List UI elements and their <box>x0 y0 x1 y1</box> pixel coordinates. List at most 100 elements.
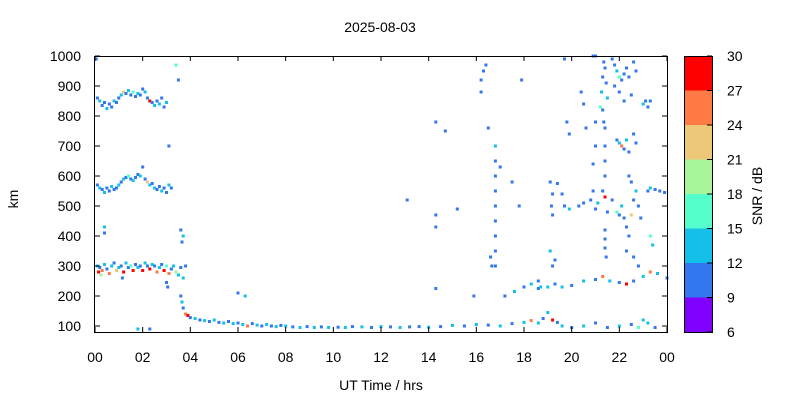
data-point <box>153 186 157 190</box>
data-point <box>176 273 180 277</box>
data-point <box>136 173 140 176</box>
data-point <box>172 264 176 268</box>
data-point <box>567 132 571 136</box>
data-point <box>417 325 421 329</box>
data-point <box>553 258 557 262</box>
data-point <box>648 99 652 103</box>
data-point <box>98 186 102 190</box>
data-point <box>97 270 101 274</box>
y-tick-label: 400 <box>58 228 82 244</box>
data-point <box>126 266 130 269</box>
data-point <box>615 69 619 73</box>
x-tick-label: 04 <box>183 349 199 365</box>
data-point <box>549 204 553 208</box>
data-point <box>434 120 438 124</box>
data-point <box>110 264 114 268</box>
data-point <box>522 285 526 289</box>
data-point <box>138 93 142 97</box>
x-tick-label: 16 <box>469 349 485 365</box>
data-point <box>115 269 118 272</box>
data-point <box>615 138 619 142</box>
data-point <box>222 321 226 325</box>
data-point <box>227 320 230 323</box>
data-point <box>603 228 607 232</box>
data-point <box>479 78 483 82</box>
data-point <box>613 84 617 88</box>
data-point <box>150 182 154 185</box>
data-point <box>555 320 559 324</box>
data-point <box>653 326 657 329</box>
data-point <box>184 312 188 316</box>
data-point <box>124 92 128 95</box>
data-point <box>343 326 347 329</box>
colorbar-tick-label: 18 <box>727 186 743 202</box>
colorbar-tick-label: 12 <box>727 255 743 271</box>
data-point <box>138 174 142 178</box>
data-point <box>596 201 600 205</box>
data-point <box>167 183 171 187</box>
data-point <box>617 75 621 79</box>
data-point <box>157 185 161 188</box>
data-point <box>546 311 550 314</box>
y-tick-label: 500 <box>58 198 82 214</box>
data-point <box>112 99 116 103</box>
data-point <box>620 204 624 208</box>
data-point <box>174 270 178 274</box>
data-point <box>408 325 412 329</box>
data-point <box>155 188 159 191</box>
data-point <box>236 321 240 325</box>
y-axis-ticks: 100 200 300 400 500 600 700 800 900 1000 <box>50 48 667 334</box>
chart-title: 2025-08-03 <box>344 19 416 35</box>
data-point <box>110 185 114 188</box>
data-point <box>474 323 478 326</box>
data-point <box>455 207 459 211</box>
data-point <box>265 323 269 326</box>
data-point <box>166 285 170 289</box>
data-point <box>493 219 497 223</box>
data-point <box>663 191 667 194</box>
colorbar-tick-label: 21 <box>727 152 743 168</box>
data-point <box>603 174 607 178</box>
data-point <box>560 285 564 289</box>
data-point <box>103 263 106 266</box>
data-point <box>95 183 99 187</box>
data-point <box>370 326 373 329</box>
data-point <box>553 282 557 286</box>
data-point <box>634 189 638 193</box>
data-point <box>617 141 621 145</box>
data-point <box>95 96 99 100</box>
data-point <box>291 325 295 329</box>
data-point <box>615 210 619 214</box>
data-point <box>143 261 147 265</box>
data-point <box>591 162 595 166</box>
data-point <box>617 213 621 217</box>
data-point <box>120 276 124 280</box>
data-point <box>98 99 102 103</box>
data-point <box>498 165 502 169</box>
data-point <box>181 234 185 238</box>
data-point <box>610 198 614 202</box>
data-point <box>594 207 597 211</box>
x-tick-label: 20 <box>564 349 580 365</box>
data-point <box>155 270 159 274</box>
data-point <box>565 120 569 124</box>
data-point <box>107 272 111 275</box>
data-point <box>350 325 354 329</box>
data-point <box>536 279 540 283</box>
data-point <box>601 108 605 112</box>
data-point <box>617 324 621 328</box>
colorbar-frame <box>684 56 713 333</box>
data-point <box>129 264 133 268</box>
data-point <box>99 273 103 277</box>
data-point <box>94 57 98 61</box>
data-point <box>162 186 166 190</box>
data-point <box>405 198 409 202</box>
data-point <box>107 102 111 106</box>
data-point <box>165 264 168 268</box>
x-tick-label: 00 <box>87 349 103 365</box>
x-tick-label: 02 <box>135 349 151 365</box>
data-point <box>510 322 514 326</box>
data-point <box>613 63 617 67</box>
data-point <box>148 99 152 103</box>
colorbar-tick-label: 30 <box>727 48 743 64</box>
